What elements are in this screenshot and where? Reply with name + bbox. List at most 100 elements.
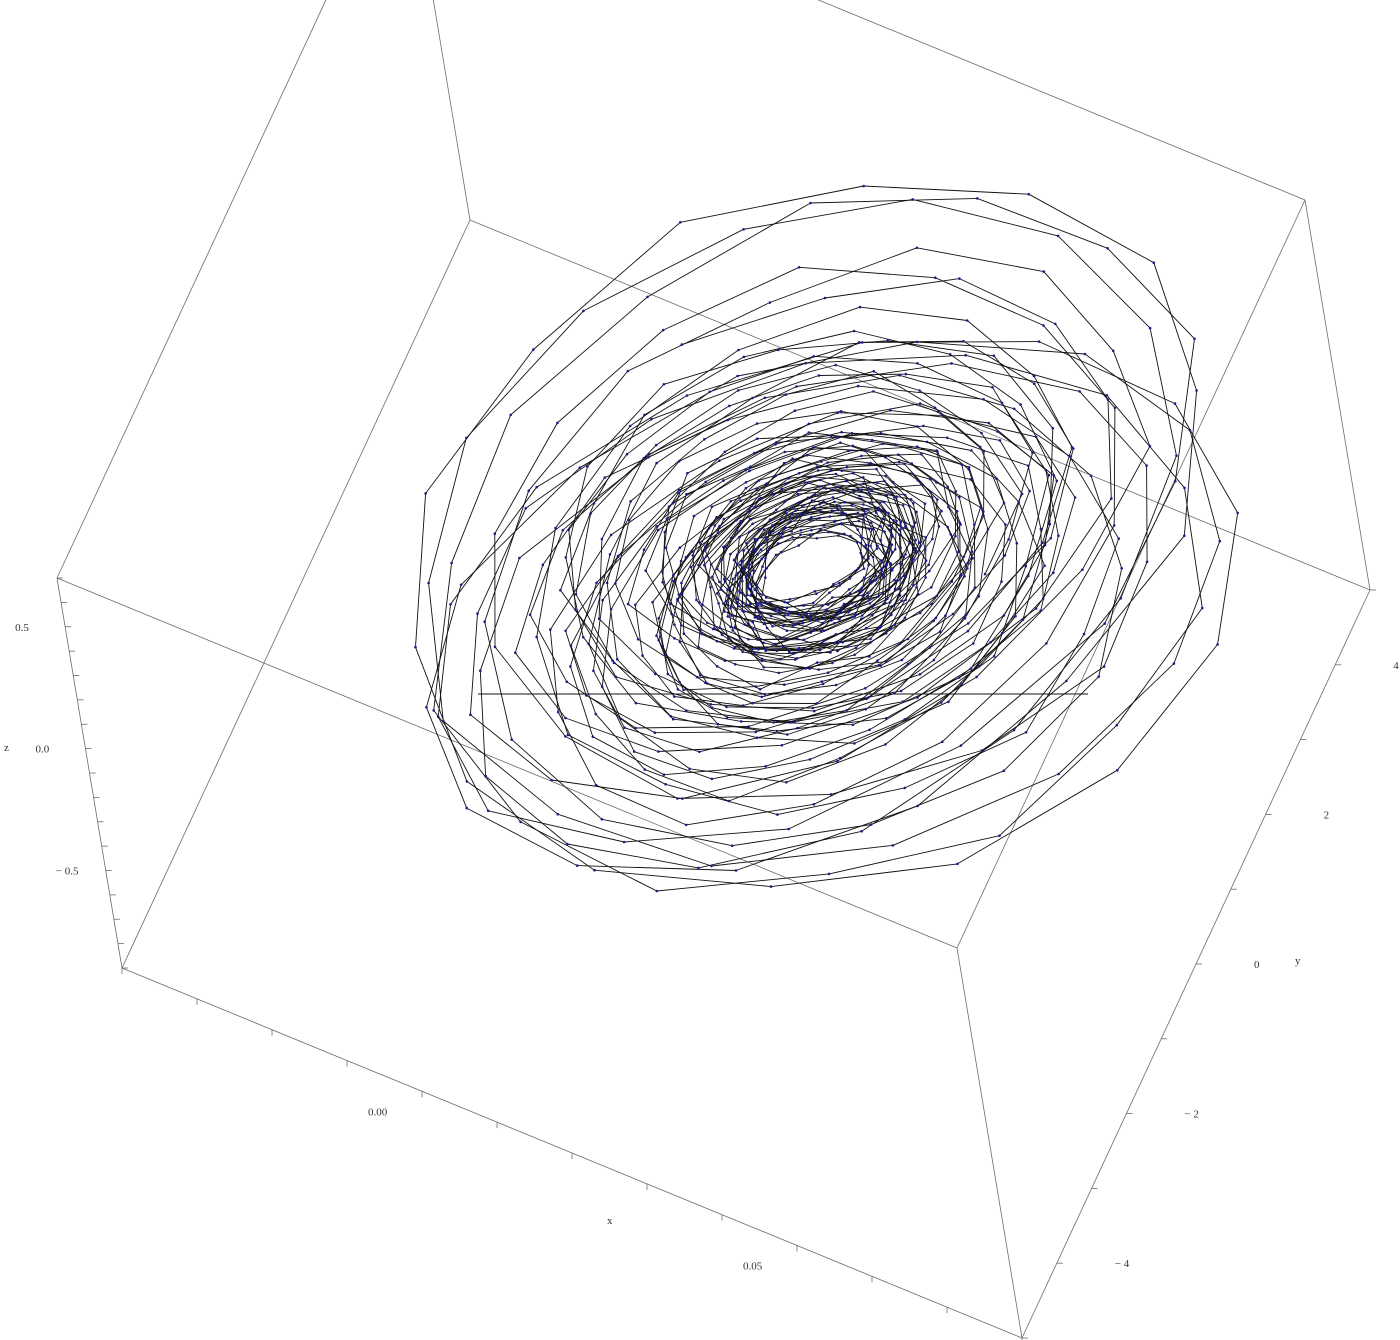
trajectory-segment bbox=[738, 306, 861, 351]
trajectory-point bbox=[906, 662, 910, 666]
trajectory-segment bbox=[587, 383, 665, 467]
trajectory-point bbox=[581, 635, 585, 639]
trajectory-segment bbox=[1045, 469, 1059, 536]
trajectory-segment bbox=[710, 587, 715, 629]
trajectory-segment bbox=[677, 546, 706, 600]
trajectory-segment bbox=[466, 781, 595, 871]
trajectory-point bbox=[790, 529, 793, 533]
trajectory-segment bbox=[730, 578, 742, 607]
trajectory-segment bbox=[739, 561, 743, 592]
trajectory-segment bbox=[810, 616, 853, 634]
trajectory-segment bbox=[904, 655, 995, 720]
trajectory-point bbox=[657, 638, 660, 642]
trajectory-point bbox=[966, 561, 969, 565]
trajectory-point bbox=[857, 519, 861, 523]
trajectory-point bbox=[901, 527, 904, 530]
trajectory-point bbox=[865, 626, 868, 630]
trajectory-point bbox=[679, 221, 682, 224]
trajectory-segment bbox=[811, 523, 842, 531]
trajectory-point bbox=[807, 431, 811, 434]
trajectory-point bbox=[898, 594, 902, 597]
trajectory-segment bbox=[671, 613, 718, 642]
trajectory-point bbox=[1218, 539, 1222, 543]
trajectory-segment bbox=[670, 715, 758, 739]
trajectory-point bbox=[680, 624, 683, 627]
trajectory-point bbox=[844, 512, 847, 516]
trajectory-point bbox=[760, 695, 764, 699]
trajectory-segment bbox=[743, 525, 773, 551]
trajectory-point bbox=[904, 372, 908, 376]
trajectory-segment bbox=[698, 525, 716, 566]
trajectory-point bbox=[853, 653, 856, 657]
trajectory-segment bbox=[674, 696, 744, 707]
trajectory-segment bbox=[865, 659, 935, 710]
trajectory-point bbox=[901, 700, 905, 703]
trajectory-point bbox=[679, 592, 683, 596]
trajectory-point bbox=[871, 527, 875, 531]
trajectory-point bbox=[893, 548, 897, 551]
trajectory-point bbox=[848, 577, 852, 580]
trajectory-point bbox=[860, 590, 863, 593]
trajectory-point bbox=[732, 558, 736, 562]
trajectory-segment bbox=[956, 511, 959, 552]
trajectory-segment bbox=[882, 443, 938, 453]
y-tick-label: 0 bbox=[1254, 959, 1260, 971]
trajectory-segment bbox=[711, 483, 767, 508]
trajectory-segment bbox=[707, 683, 762, 698]
trajectory-point bbox=[797, 489, 800, 492]
trajectory-point bbox=[564, 629, 567, 633]
trajectory-segment bbox=[812, 690, 902, 709]
trajectory-segment bbox=[575, 513, 592, 595]
trajectory-segment bbox=[663, 266, 800, 331]
trajectory-point bbox=[797, 646, 801, 650]
trajectory-point bbox=[739, 522, 742, 525]
trajectory-point bbox=[879, 559, 883, 562]
trajectory-segment bbox=[978, 598, 1044, 667]
trajectory-point bbox=[794, 658, 797, 661]
trajectory-segment bbox=[893, 548, 916, 581]
trajectory-point bbox=[757, 528, 761, 531]
trajectory-segment bbox=[742, 683, 824, 707]
trajectory-point bbox=[909, 498, 913, 501]
trajectory-point bbox=[887, 511, 890, 515]
trajectory-point bbox=[840, 607, 843, 611]
trajectory-segment bbox=[740, 488, 783, 524]
trajectory-segment bbox=[814, 673, 921, 712]
trajectory-segment bbox=[835, 626, 881, 635]
trajectory-point bbox=[775, 649, 779, 652]
trajectory-segment bbox=[1184, 487, 1203, 609]
trajectory-point bbox=[784, 526, 787, 530]
trajectory-point bbox=[651, 600, 654, 604]
trajectory-point bbox=[821, 604, 824, 607]
trajectory-point bbox=[916, 362, 919, 365]
trajectory-point bbox=[889, 627, 892, 630]
trajectory-point bbox=[615, 657, 619, 661]
trajectory-point bbox=[831, 661, 834, 665]
trajectory-point bbox=[989, 641, 992, 644]
trajectory-segment bbox=[794, 390, 874, 412]
trajectory-point bbox=[711, 627, 715, 631]
trajectory-point bbox=[758, 688, 762, 691]
trajectory-segment bbox=[598, 538, 603, 619]
trajectory-segment bbox=[872, 439, 937, 452]
trajectory-point bbox=[899, 521, 903, 524]
trajectory-point bbox=[916, 696, 919, 699]
trajectory-point bbox=[897, 453, 900, 457]
trajectory-segment bbox=[701, 564, 712, 605]
trajectory-segment bbox=[758, 462, 828, 500]
trajectory-segment bbox=[536, 636, 569, 736]
trajectory-segment bbox=[443, 720, 559, 815]
trajectory-point bbox=[885, 494, 888, 498]
trajectory-segment bbox=[917, 608, 1037, 698]
trajectory-point bbox=[755, 487, 759, 491]
trajectory-point bbox=[931, 537, 934, 541]
trajectory-point bbox=[799, 529, 803, 532]
trajectory-point bbox=[663, 530, 667, 534]
trajectory-segment bbox=[575, 609, 617, 678]
trajectory-point bbox=[744, 468, 747, 472]
trajectory-point bbox=[775, 441, 778, 444]
trajectory-point bbox=[788, 650, 791, 654]
trajectory-segment bbox=[737, 601, 759, 619]
trajectory-point bbox=[812, 601, 815, 605]
trajectory-segment bbox=[570, 645, 597, 715]
